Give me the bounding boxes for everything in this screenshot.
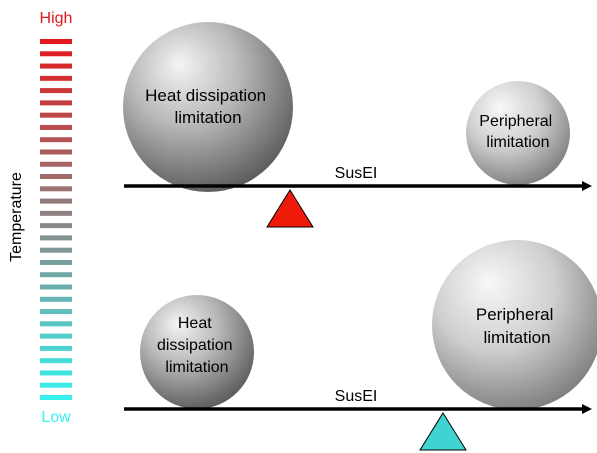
top-beam-label: SusEI (335, 165, 378, 182)
temperature-low-label: Low (41, 409, 71, 426)
temperature-bar (40, 174, 72, 180)
bottom-beam-label: SusEI (335, 388, 378, 405)
bottom-peripheral-ball (432, 240, 597, 410)
temperature-bar (40, 247, 72, 253)
temperature-bar (40, 395, 72, 400)
temperature-bar (40, 296, 72, 302)
top-balance: Heat dissipation limitation Peripheral l… (123, 22, 592, 228)
temperature-bar (40, 161, 72, 167)
temperature-bar (40, 210, 72, 216)
temperature-bar (40, 149, 72, 155)
temperature-bar (40, 309, 72, 315)
bottom-peripheral-label: Peripheral limitation (476, 305, 558, 347)
temperature-bar (40, 63, 72, 69)
temperature-bar (40, 137, 72, 143)
top-heat-dissipation-ball (123, 22, 293, 192)
temperature-high-label: High (40, 10, 73, 27)
bottom-fulcrum (419, 412, 467, 451)
temperature-bar (40, 75, 72, 81)
temperature-bar (40, 235, 72, 241)
bottom-heat-dissipation-ball (140, 295, 254, 409)
temperature-bar (40, 124, 72, 130)
top-heat-dissipation-label: Heat dissipation limitation (145, 86, 271, 127)
temperature-bar (40, 272, 72, 278)
temperature-bar (40, 358, 72, 364)
temperature-bar (40, 382, 72, 388)
bottom-heat-dissipation-label: Heat dissipation limitation (157, 315, 237, 376)
temperature-bar (40, 321, 72, 327)
temperature-bar (40, 333, 72, 339)
temperature-bar (40, 51, 72, 57)
temperature-bar (40, 186, 72, 192)
temperature-bar (40, 370, 72, 376)
temperature-bar (40, 112, 72, 118)
temperature-bar (40, 345, 72, 351)
temperature-bar (40, 88, 72, 94)
temperature-bar (40, 39, 72, 44)
temperature-gradient-bars (40, 39, 72, 400)
bottom-balance: Heat dissipation limitation Peripheral l… (124, 240, 597, 451)
temperature-axis-label: Temperature (8, 172, 25, 262)
temperature-bar (40, 100, 72, 106)
top-peripheral-label: Peripheral limitation (479, 113, 556, 151)
temperature-bar (40, 198, 72, 204)
temperature-bar (40, 259, 72, 265)
top-fulcrum (266, 189, 314, 228)
top-peripheral-ball (466, 81, 570, 185)
temperature-bar (40, 223, 72, 229)
temperature-bar (40, 284, 72, 290)
